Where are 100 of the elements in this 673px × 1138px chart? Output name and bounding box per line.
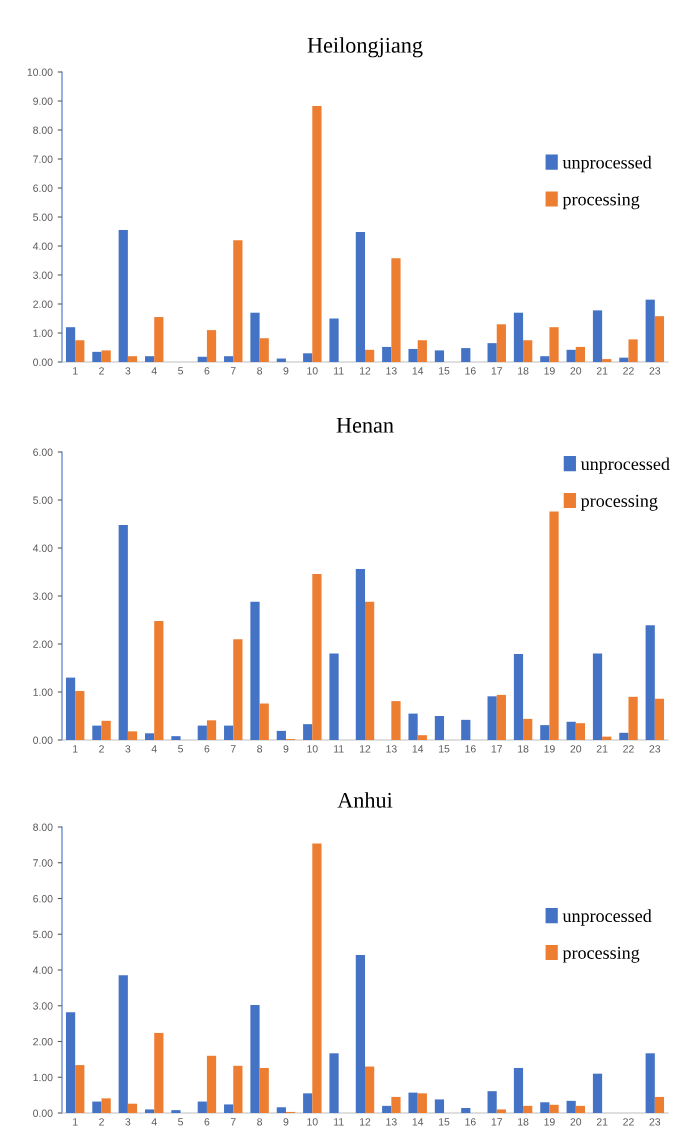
y-tick-label: 5.00 xyxy=(33,930,53,939)
x-tick-label: 20 xyxy=(570,367,582,375)
bar xyxy=(127,356,138,362)
bar xyxy=(365,1066,375,1113)
x-tick-label: 16 xyxy=(465,745,476,753)
x-tick-label: 4 xyxy=(151,1118,157,1126)
bar xyxy=(197,1101,207,1113)
legend-label: processing xyxy=(562,946,640,963)
y-tick-label: 7.00 xyxy=(33,155,53,163)
bar xyxy=(65,677,76,740)
bar xyxy=(417,735,427,740)
bar xyxy=(523,340,533,362)
bar xyxy=(171,736,181,740)
bar xyxy=(206,330,217,362)
bar xyxy=(549,511,559,740)
x-tick-label: 18 xyxy=(518,745,529,753)
x-tick-label: 9 xyxy=(283,367,289,375)
y-tick-label: 4.00 xyxy=(32,966,53,974)
bar xyxy=(154,1032,164,1113)
bar xyxy=(549,327,559,362)
bar xyxy=(92,1101,102,1113)
bar xyxy=(434,350,445,362)
bar xyxy=(575,723,585,740)
y-tick-label: 1.00 xyxy=(33,329,53,337)
bar xyxy=(408,713,418,740)
y-tick-label: 6.00 xyxy=(33,895,53,903)
y-tick-label: 8.00 xyxy=(33,823,53,831)
x-tick-label: 3 xyxy=(125,1118,131,1126)
x-tick-label: 8 xyxy=(257,1118,263,1126)
bar xyxy=(233,240,243,362)
bar xyxy=(145,356,155,362)
chart-title: Anhui xyxy=(337,792,393,808)
y-tick-label: 9.00 xyxy=(33,97,53,105)
bar xyxy=(127,731,138,740)
x-tick-label: 17 xyxy=(491,367,503,375)
x-tick-label: 12 xyxy=(360,367,371,375)
y-tick-label: 7.00 xyxy=(33,859,53,867)
x-tick-label: 6 xyxy=(204,367,210,375)
bar xyxy=(566,721,576,740)
bar xyxy=(592,653,603,740)
bar xyxy=(408,348,418,362)
y-tick-label: 6.00 xyxy=(33,448,53,456)
bar xyxy=(92,725,102,740)
x-tick-label: 9 xyxy=(283,1118,289,1126)
bar xyxy=(513,654,524,740)
bar xyxy=(513,312,524,362)
x-tick-label: 14 xyxy=(412,367,424,375)
x-tick-label: 11 xyxy=(334,1118,344,1126)
y-tick-label: 3.00 xyxy=(33,1002,53,1010)
x-tick-label: 21 xyxy=(596,1118,608,1126)
bar xyxy=(523,1105,533,1113)
bar xyxy=(408,1092,418,1113)
bar xyxy=(566,1100,576,1113)
bar xyxy=(645,1053,655,1113)
x-tick-label: 8 xyxy=(257,745,263,753)
legend-label: processing xyxy=(562,193,640,210)
bar xyxy=(523,718,533,740)
y-tick-label: 5.00 xyxy=(33,213,53,221)
bar xyxy=(628,339,638,362)
x-tick-label: 8 xyxy=(257,367,263,375)
y-tick-label: 6.00 xyxy=(33,184,53,192)
bar xyxy=(206,720,217,740)
x-tick-label: 22 xyxy=(623,1118,634,1126)
y-tick-label: 8.00 xyxy=(33,126,53,134)
x-tick-label: 2 xyxy=(99,367,104,375)
bar xyxy=(461,1108,471,1113)
bar xyxy=(233,639,243,740)
bar xyxy=(154,620,164,740)
bar xyxy=(224,1104,234,1113)
bar xyxy=(224,356,234,362)
y-tick-label: 1.00 xyxy=(33,1073,53,1082)
bar xyxy=(154,317,164,362)
bar xyxy=(312,105,322,362)
bar xyxy=(101,1098,111,1113)
x-tick-label: 22 xyxy=(623,367,634,375)
y-tick-label: 3.00 xyxy=(33,271,53,279)
bar xyxy=(75,691,85,740)
chart-title: Heilongjiang xyxy=(307,37,423,58)
bar xyxy=(365,349,375,362)
x-tick-label: 21 xyxy=(596,367,608,375)
bar xyxy=(487,343,497,362)
bar xyxy=(496,324,506,362)
bar xyxy=(65,1012,76,1113)
bar xyxy=(312,843,322,1113)
x-tick-label: 15 xyxy=(439,745,450,753)
x-tick-label: 11 xyxy=(334,367,344,375)
bar xyxy=(540,725,550,740)
bar xyxy=(654,1096,665,1113)
legend-label: unprocessed xyxy=(562,155,652,173)
y-tick-label: 3.00 xyxy=(33,592,53,600)
bar xyxy=(496,694,506,740)
bar xyxy=(250,601,260,740)
x-tick-label: 23 xyxy=(649,367,661,375)
x-tick-label: 1 xyxy=(73,367,78,375)
bar xyxy=(303,724,313,740)
bar xyxy=(75,340,85,362)
bar xyxy=(355,569,365,740)
bar xyxy=(233,1065,243,1113)
bar xyxy=(92,351,102,362)
x-tick-label: 7 xyxy=(230,1118,236,1126)
